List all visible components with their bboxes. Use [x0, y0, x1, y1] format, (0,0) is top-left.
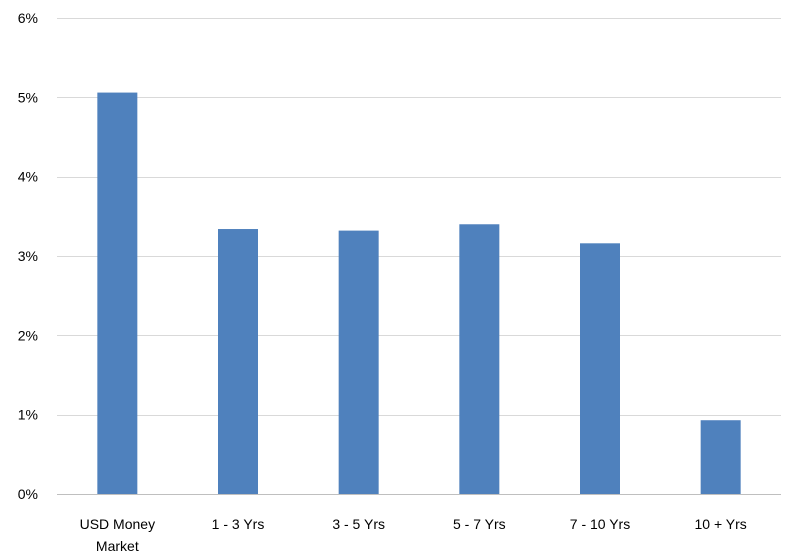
x-tick-label-line: 1 - 3 Yrs	[212, 516, 265, 532]
y-tick-label: 4%	[18, 169, 38, 185]
gridlines	[57, 18, 781, 416]
x-tick-label-line: Market	[96, 538, 139, 554]
x-tick-label-line: 7 - 10 Yrs	[570, 516, 630, 532]
x-tick-label-line: 10 + Yrs	[695, 516, 747, 532]
x-tick-label: USD Money Market	[80, 516, 155, 554]
bar	[700, 420, 741, 494]
bar	[97, 92, 138, 494]
x-tick-label: 1 - 3 Yrs	[212, 516, 265, 532]
x-tick-label-line: USD Money	[80, 516, 155, 532]
y-tick-label: 6%	[18, 10, 38, 26]
bar	[459, 224, 500, 494]
y-tick-label: 3%	[18, 248, 38, 264]
x-tick-label: 10 + Yrs	[695, 516, 747, 532]
y-tick-label: 2%	[18, 327, 38, 343]
x-tick-label-line: 3 - 5 Yrs	[332, 516, 385, 532]
y-tick-label: 0%	[18, 486, 38, 502]
x-tick-label: 3 - 5 Yrs	[332, 516, 385, 532]
y-tick-label: 5%	[18, 89, 38, 105]
x-tick-label-line: 5 - 7 Yrs	[453, 516, 506, 532]
bars	[97, 92, 741, 494]
x-tick-label: 5 - 7 Yrs	[453, 516, 506, 532]
bar	[338, 230, 379, 494]
x-tick-label: 7 - 10 Yrs	[570, 516, 630, 532]
y-axis-tick-labels: 0% 1% 2% 3% 4% 5% 6%	[18, 10, 38, 502]
x-axis-tick-labels: USD Money Market 1 - 3 Yrs 3 - 5 Yrs 5 - 7 Y…	[80, 516, 747, 554]
bar	[218, 229, 258, 494]
y-tick-label: 1%	[18, 407, 38, 423]
bar	[580, 243, 620, 494]
